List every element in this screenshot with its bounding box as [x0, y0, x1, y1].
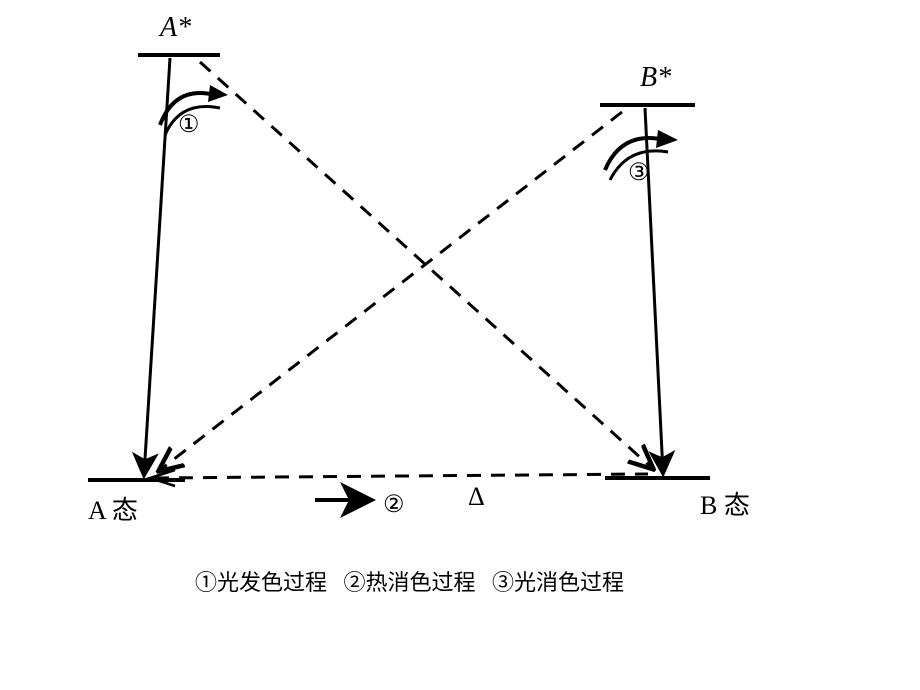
- hook-arrow-1: [208, 85, 228, 102]
- circled-2: ②: [383, 490, 405, 519]
- hook-arrow-3: [656, 130, 678, 148]
- label-B-state: B 态: [700, 485, 750, 522]
- circled-1: ①: [178, 110, 200, 139]
- label-A-star: A*: [160, 12, 191, 44]
- caption-line: ①光发色过程 ②热消色过程 ③光消色过程: [195, 565, 624, 597]
- bottom-dashed: [155, 474, 648, 478]
- diagram-canvas: A* B* A 态 B 态 Δ ① ② ③ ①光发色过程 ②热消色过程 ③光消色…: [0, 0, 920, 690]
- label-B-star: B*: [640, 62, 671, 94]
- caption-3: ③光消色过程: [492, 570, 624, 595]
- caption-2: ②热消色过程: [344, 570, 476, 595]
- label-A-state: A 态: [88, 490, 138, 527]
- caption-1: ①光发色过程: [195, 570, 327, 595]
- circled-3: ③: [628, 158, 650, 187]
- diag-Bstar-to-A: [160, 112, 622, 470]
- transition-A: [144, 58, 170, 475]
- label-delta: Δ: [468, 482, 485, 512]
